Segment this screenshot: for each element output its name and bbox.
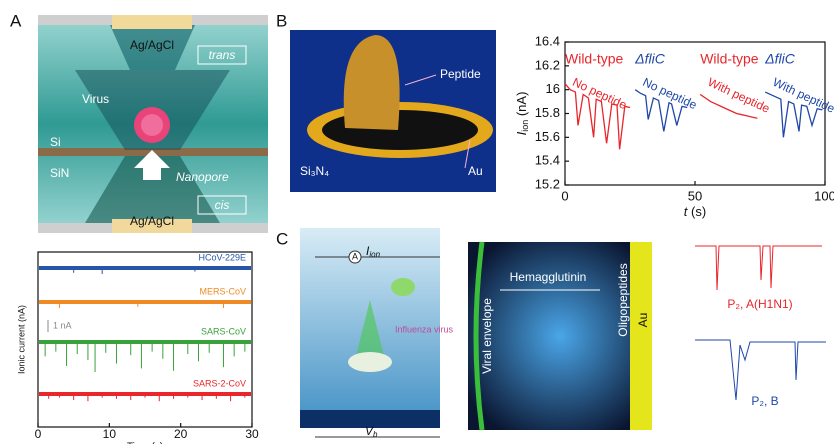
panel-label: A <box>10 11 22 30</box>
y-tick-label: 16.2 <box>535 57 560 72</box>
series-name: MERS-CoV <box>199 286 246 296</box>
y-axis-label: Ionic current (nA) <box>16 305 26 374</box>
label: Au <box>468 164 483 178</box>
label: P₂, B <box>751 394 778 408</box>
series-name: SARS-CoV <box>201 326 246 336</box>
illustration-a: Ag/AgCl trans Virus Si SiN Nanopore Ag/A… <box>38 15 268 233</box>
label: A <box>352 251 358 261</box>
label: Ag/AgCl <box>130 38 174 52</box>
series-name: Wild-type <box>565 51 624 67</box>
label: ion <box>369 250 380 259</box>
x-tick-label: 30 <box>245 427 259 441</box>
x-tick-label: 100 <box>814 188 834 203</box>
label-part: (nA) <box>514 92 529 120</box>
label: Peptide <box>440 67 481 81</box>
y-tick-label: 15.4 <box>535 153 560 168</box>
panel-label: B <box>276 11 287 30</box>
plot-frame <box>38 252 252 427</box>
label: Virus <box>82 92 109 106</box>
label: Viral envelope <box>480 298 494 374</box>
label: Oligopeptides <box>616 263 630 336</box>
series-name: SARS-2-CoV <box>193 378 246 388</box>
x-tick-label: 0 <box>35 427 42 441</box>
y-tick-label: 15.2 <box>535 176 560 191</box>
label: Nanopore <box>176 170 229 184</box>
label: Hemagglutinin <box>510 270 587 284</box>
page: Ag/AgCl trans Virus Si SiN Nanopore Ag/A… <box>0 0 834 444</box>
y-tick-label: 16.4 <box>535 33 560 48</box>
x-tick-label: 0 <box>561 188 568 203</box>
illustration-c: A Iion Vb Influenza virus Hemagglutinin … <box>300 228 826 439</box>
series-name: HCoV-229E <box>198 252 246 262</box>
y-axis-label: Iion (nA) <box>514 92 530 136</box>
label: trans <box>209 48 236 62</box>
label: Si₃N₄ <box>300 164 329 178</box>
label: Influenza virus <box>395 324 454 334</box>
series-label: No peptide <box>570 75 629 112</box>
figure: Ag/AgCl trans Virus Si SiN Nanopore Ag/A… <box>0 0 834 444</box>
y-tick-label: 15.6 <box>535 129 560 144</box>
scale-bar-label: 1 nA <box>53 320 72 330</box>
x-tick-label: 10 <box>103 427 117 441</box>
label: P₂, A(H1N1) <box>727 297 792 311</box>
label: Au <box>636 313 650 328</box>
panel-label: C <box>276 229 288 248</box>
label: cis <box>215 198 230 212</box>
label: Ag/AgCl <box>130 214 174 228</box>
series-label: No peptide <box>641 75 700 112</box>
series-name: ΔfliC <box>634 51 666 67</box>
y-tick-label: 15.8 <box>535 105 560 120</box>
series-name: ΔfliC <box>764 51 796 67</box>
label: Si <box>50 135 61 149</box>
label: b <box>373 430 378 439</box>
series-label: With peptide <box>706 75 773 116</box>
y-tick-label: 16 <box>546 81 560 96</box>
label: SiN <box>50 166 69 180</box>
label-part: (s) <box>687 204 706 219</box>
x-tick-label: 50 <box>688 188 702 203</box>
illustration-b: Peptide Au Si₃N₄ <box>290 30 496 192</box>
series-name: Wild-type <box>700 51 759 67</box>
label-part: ion <box>520 120 530 132</box>
x-tick-label: 20 <box>174 427 188 441</box>
x-axis-label: t (s) <box>684 204 706 219</box>
